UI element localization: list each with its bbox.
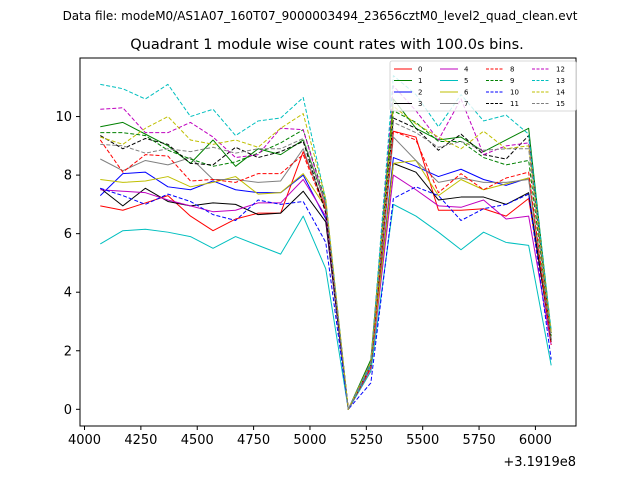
y-tick-label: 6 bbox=[64, 227, 72, 242]
x-tick-label: 4500 bbox=[181, 433, 214, 448]
legend-label-14: 14 bbox=[556, 89, 565, 97]
legend-label-3: 3 bbox=[418, 100, 422, 108]
legend-label-0: 0 bbox=[418, 66, 422, 74]
y-tick-label: 8 bbox=[64, 169, 72, 184]
x-tick-label: 5250 bbox=[350, 433, 383, 448]
y-tick-label: 4 bbox=[64, 286, 72, 301]
chart-title: Quadrant 1 module wise count rates with … bbox=[130, 37, 524, 53]
legend-label-8: 8 bbox=[510, 66, 514, 74]
x-tick-label: 5000 bbox=[293, 433, 326, 448]
series-layer bbox=[99, 75, 552, 410]
series-line-14 bbox=[100, 105, 552, 410]
legend-label-13: 13 bbox=[556, 77, 565, 85]
x-offset-label: +3.1919e8 bbox=[503, 455, 576, 470]
legend-label-2: 2 bbox=[418, 89, 422, 97]
legend-label-4: 4 bbox=[464, 66, 469, 74]
y-tick-label: 2 bbox=[64, 344, 72, 359]
legend-label-1: 1 bbox=[418, 77, 422, 85]
axes-layer: 4000 4250 4500 4750 5000 5250 5500 5750 60000246… bbox=[55, 57, 577, 448]
series-line-11 bbox=[100, 117, 552, 410]
series-line-4 bbox=[100, 174, 552, 410]
legend-label-10: 10 bbox=[510, 89, 519, 97]
x-tick-label: 5500 bbox=[406, 433, 439, 448]
x-tick-label: 6000 bbox=[519, 433, 552, 448]
legend-label-15: 15 bbox=[556, 100, 565, 108]
series-line-8 bbox=[99, 130, 552, 410]
legend-label-6: 6 bbox=[464, 89, 469, 97]
x-tick-label: 4000 bbox=[68, 433, 101, 448]
x-tick-label: 4250 bbox=[124, 433, 157, 448]
legend-label-11: 11 bbox=[510, 100, 519, 108]
suptitle: Data file: modeM0/AS1A07_160T07_90000034… bbox=[63, 9, 578, 23]
y-tick-label: 10 bbox=[55, 110, 72, 125]
legend-box bbox=[389, 60, 577, 112]
legend-label-12: 12 bbox=[556, 66, 565, 74]
legend-label-5: 5 bbox=[464, 77, 468, 85]
legend-label-9: 9 bbox=[510, 77, 514, 85]
axes-frame bbox=[79, 57, 577, 427]
series-line-3 bbox=[99, 162, 552, 410]
series-line-10 bbox=[100, 186, 552, 410]
legend-label-7: 7 bbox=[464, 100, 468, 108]
x-tick-label: 4750 bbox=[237, 433, 270, 448]
x-tick-label: 5750 bbox=[463, 433, 496, 448]
series-line-5 bbox=[100, 203, 552, 410]
series-line-9 bbox=[100, 110, 552, 410]
series-line-7 bbox=[100, 136, 552, 410]
series-line-15 bbox=[100, 121, 552, 410]
y-tick-label: 0 bbox=[64, 403, 72, 418]
